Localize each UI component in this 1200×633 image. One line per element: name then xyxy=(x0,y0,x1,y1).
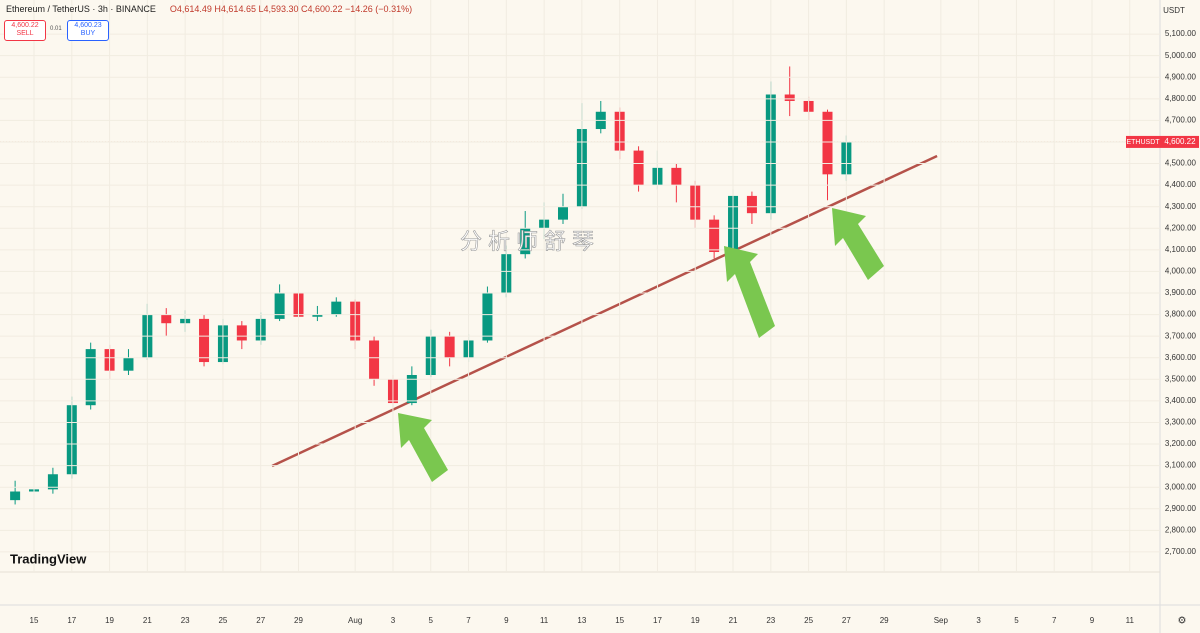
candle-body xyxy=(709,219,720,253)
x-tick-label: 19 xyxy=(105,616,114,625)
y-tick-label: 3,200.00 xyxy=(1165,439,1197,448)
sell-button[interactable]: 4,600.22 SELL xyxy=(4,20,46,41)
candle-body xyxy=(520,228,531,255)
header: Ethereum / TetherUS · 3h · BINANCE O4,614… xyxy=(6,4,412,14)
x-tick-label: 27 xyxy=(256,616,265,625)
y-tick-label: 4,300.00 xyxy=(1165,202,1197,211)
x-tick-label: 7 xyxy=(466,616,471,625)
arrows xyxy=(398,208,884,482)
y-tick-label: 5,000.00 xyxy=(1165,51,1197,60)
settings-icon[interactable]: ⚙ xyxy=(1178,616,1187,627)
x-tick-label: 11 xyxy=(1126,616,1135,625)
x-tick-label: Sep xyxy=(934,616,949,625)
y-tick-label: 3,100.00 xyxy=(1165,461,1197,470)
buy-button[interactable]: 4,600.23 BUY xyxy=(67,20,109,41)
buy-price: 4,600.23 xyxy=(74,22,102,29)
y-tick-label: 3,900.00 xyxy=(1165,288,1197,297)
x-tick-label: 19 xyxy=(691,616,700,625)
candle-body xyxy=(482,293,493,341)
candle-body xyxy=(312,314,323,317)
x-tick-label: 27 xyxy=(842,616,851,625)
candle-body xyxy=(671,167,682,186)
candle-body xyxy=(331,301,342,315)
x-tick-label: 7 xyxy=(1052,616,1057,625)
candle-body xyxy=(784,94,795,101)
trendline xyxy=(271,154,938,468)
candle-body xyxy=(822,111,833,175)
y-tick-label: 2,700.00 xyxy=(1165,547,1197,556)
ohlc: O4,614.49 H4,614.65 L4,593.30 C4,600.22 … xyxy=(169,4,413,14)
y-tick-label: 3,500.00 xyxy=(1165,374,1197,383)
candle-body xyxy=(10,491,21,501)
y-tick-label: 3,600.00 xyxy=(1165,353,1197,362)
y-tick-label: 4,100.00 xyxy=(1165,245,1197,254)
spread: 0.01 xyxy=(50,26,62,32)
y-tick-label: 2,800.00 xyxy=(1165,525,1197,534)
price-tag xyxy=(1161,135,1199,148)
x-tick-label: 3 xyxy=(391,616,396,625)
candle-body xyxy=(85,349,96,406)
candle-body xyxy=(274,293,285,319)
watermark: 分析师舒琴 xyxy=(460,229,600,254)
y-tick-label: 4,400.00 xyxy=(1165,180,1197,189)
y-tick-label: 3,000.00 xyxy=(1165,482,1197,491)
sell-price: 4,600.22 xyxy=(11,22,39,29)
candle-body xyxy=(633,150,644,186)
y-tick-label: 5,100.00 xyxy=(1165,29,1197,38)
y-tick-label: 4,200.00 xyxy=(1165,223,1197,232)
candle-body xyxy=(47,474,58,490)
x-tick-label: 13 xyxy=(577,616,586,625)
x-tick-label: 3 xyxy=(976,616,981,625)
candle-body xyxy=(123,357,134,371)
x-tick-label: 21 xyxy=(143,616,152,625)
x-tick-label: 15 xyxy=(615,616,624,625)
symbol: Ethereum / TetherUS · 3h · BINANCE xyxy=(6,4,156,14)
symbol-tag xyxy=(1126,135,1161,148)
x-tick-label: 25 xyxy=(218,616,227,625)
x-tick-label: 11 xyxy=(540,616,549,625)
x-tick-label: 23 xyxy=(181,616,190,625)
candle-body xyxy=(161,314,172,324)
x-tick-label: 9 xyxy=(504,616,509,625)
y-tick-label: 3,400.00 xyxy=(1165,396,1197,405)
x-tick-label: 9 xyxy=(1090,616,1095,625)
y-tick-label: 4,500.00 xyxy=(1165,159,1197,168)
x-tick-label: 17 xyxy=(67,616,76,625)
x-tick-label: 21 xyxy=(729,616,738,625)
candle-body xyxy=(746,195,757,214)
currency: USDT xyxy=(1163,6,1185,15)
logo: TradingView xyxy=(10,551,87,566)
x-tick-label: 17 xyxy=(653,616,662,625)
y-tick-label: 4,000.00 xyxy=(1165,267,1197,276)
x-tick-label: 5 xyxy=(1014,616,1019,625)
candle-body xyxy=(236,325,247,341)
buy-label: BUY xyxy=(80,30,96,37)
y-tick-label: 4,700.00 xyxy=(1165,116,1197,125)
y-tick-label: 4,900.00 xyxy=(1165,72,1197,81)
candle-body xyxy=(406,374,417,404)
candle-body xyxy=(444,336,455,358)
x-tick-label: 29 xyxy=(294,616,303,625)
y-tick-label: 3,700.00 xyxy=(1165,331,1197,340)
y-tick-label: 4,800.00 xyxy=(1165,94,1197,103)
y-tick-label: 3,800.00 xyxy=(1165,310,1197,319)
x-tick-label: Aug xyxy=(348,616,362,625)
y-tick-label: 3,300.00 xyxy=(1165,418,1197,427)
candle-body xyxy=(557,206,568,220)
price-label: 4,600.22 xyxy=(1164,137,1196,146)
x-tick-label: 29 xyxy=(880,616,889,625)
y-tick-label: 2,900.00 xyxy=(1165,504,1197,513)
candle-body xyxy=(199,318,210,363)
x-tick-label: 5 xyxy=(429,616,434,625)
x-tick-label: 25 xyxy=(804,616,813,625)
sell-label: SELL xyxy=(16,30,34,37)
x-tick-label: 15 xyxy=(30,616,39,625)
candle-body xyxy=(369,340,380,380)
x-tick-label: 23 xyxy=(766,616,775,625)
symbol-label: ETHUSDT xyxy=(1126,139,1160,146)
